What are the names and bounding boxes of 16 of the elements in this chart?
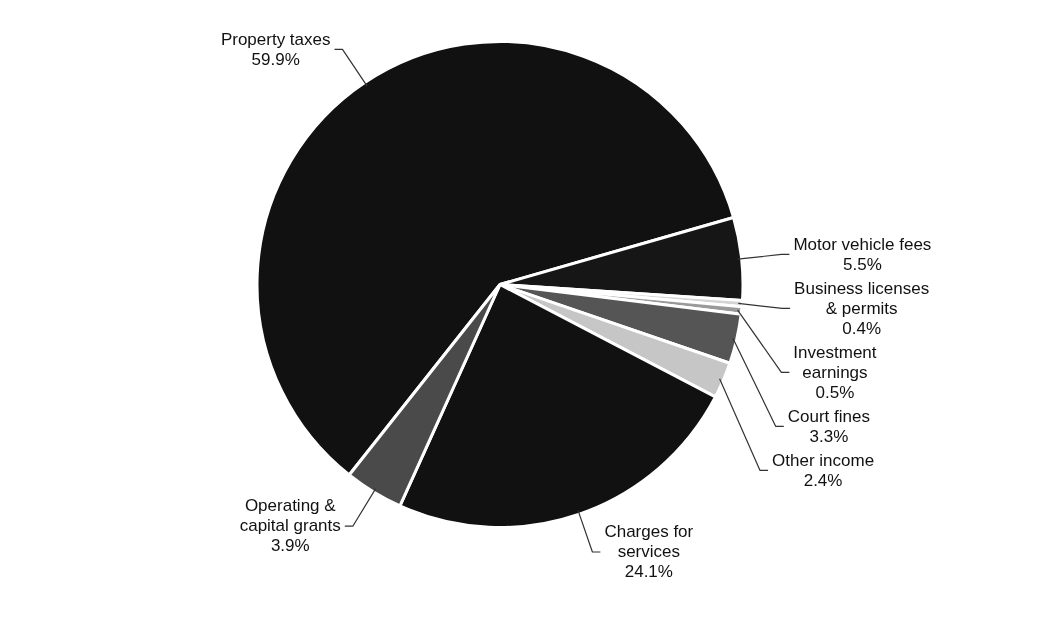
slice-label: Motor vehicle fees <box>793 234 932 254</box>
slice-label: Operating & capital grants <box>239 496 341 536</box>
slice-label: Property taxes <box>220 29 331 49</box>
data-label: 0.4% <box>842 318 882 338</box>
slice-label: Other income <box>772 450 875 470</box>
data-label: 0.5% <box>815 382 855 402</box>
slice-label: Investment earnings <box>793 342 877 382</box>
data-label: 3.9% <box>270 536 310 556</box>
data-label: 5.5% <box>843 254 882 274</box>
data-label: 24.1% <box>624 562 673 582</box>
slice-label: Business licenses & permits <box>794 278 930 318</box>
data-label: 2.4% <box>803 470 843 490</box>
data-label: 3.3% <box>809 426 849 446</box>
slice-label: Court fines <box>787 406 870 426</box>
slice-label: Charges for services <box>604 522 694 562</box>
data-label: 59.9% <box>251 49 300 69</box>
